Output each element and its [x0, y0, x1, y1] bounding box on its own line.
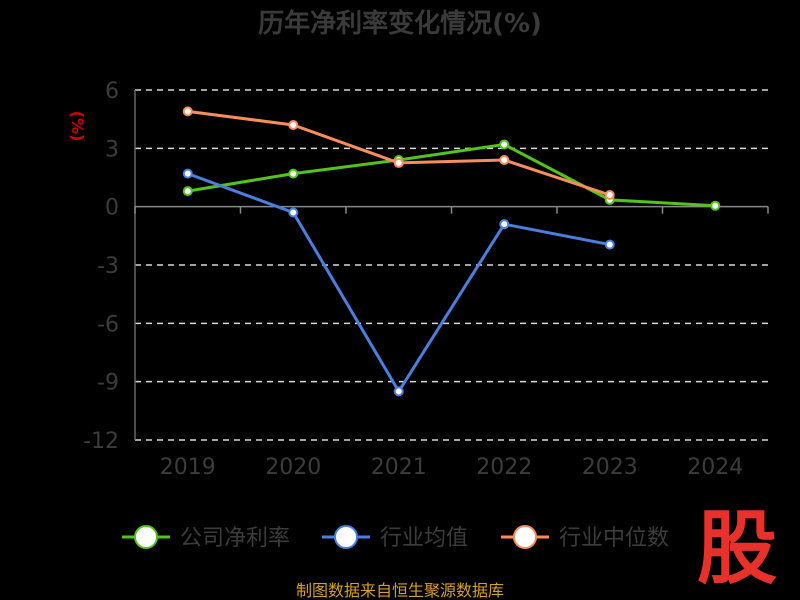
- data-point[interactable]: [288, 120, 299, 130]
- logo: 股: [697, 502, 777, 595]
- data-point[interactable]: [182, 168, 193, 179]
- x-tick-label: 2021: [371, 455, 427, 480]
- data-point[interactable]: [182, 186, 193, 197]
- grid-lines: [135, 89, 768, 441]
- data-point[interactable]: [499, 155, 510, 165]
- y-tick-label: -3: [97, 254, 119, 279]
- data-point[interactable]: [604, 239, 615, 250]
- logo-glyph: 股: [697, 502, 777, 595]
- data-point[interactable]: [182, 106, 193, 117]
- data-point[interactable]: [710, 200, 721, 211]
- y-axis-label: (%): [68, 111, 87, 142]
- chart-title: 历年净利率变化情况(%): [258, 8, 542, 39]
- y-tick-labels: 6 3 0 -3 -6 -9 -12: [83, 79, 119, 454]
- x-tick-label: 2022: [476, 455, 532, 480]
- series-line: [187, 142, 716, 208]
- x-tick-labels: 2019 2020 2021 2022 2023 2024: [160, 455, 744, 480]
- x-tick-label: 2019: [160, 455, 216, 480]
- series-line: [187, 109, 611, 197]
- y-tick-label: 6: [105, 79, 119, 104]
- y-tick-label: -9: [97, 371, 119, 396]
- data-point[interactable]: [393, 157, 404, 168]
- series-1: [182, 168, 615, 397]
- legend-item-2[interactable]: 行业中位数: [501, 525, 669, 551]
- axes: [134, 90, 769, 440]
- legend-label: 行业中位数: [559, 526, 669, 551]
- series-0: [182, 139, 721, 211]
- source-note: 制图数据来自恒生聚源数据库: [296, 581, 504, 600]
- y-tick-label: 3: [105, 137, 119, 162]
- legend-marker: [334, 525, 358, 549]
- y-tick-label: 0: [105, 196, 119, 221]
- data-point[interactable]: [499, 139, 510, 150]
- legend-item-0[interactable]: 公司净利率: [122, 525, 290, 551]
- data-point[interactable]: [288, 168, 299, 179]
- legend[interactable]: 公司净利率 行业均值 行业中位数: [122, 525, 669, 551]
- legend-marker: [513, 525, 537, 549]
- data-point[interactable]: [288, 207, 299, 218]
- legend-label: 行业均值: [380, 526, 468, 551]
- x-tick-label: 2023: [582, 455, 638, 480]
- y-tick-label: -12: [83, 429, 119, 454]
- x-tick-label: 2024: [687, 455, 743, 480]
- series-2: [182, 106, 615, 200]
- y-tick-label: -6: [97, 312, 119, 337]
- legend-marker: [134, 525, 158, 549]
- legend-label: 公司净利率: [180, 526, 290, 551]
- data-point[interactable]: [393, 386, 404, 397]
- data-point[interactable]: [604, 190, 615, 200]
- series-group: [182, 106, 721, 397]
- legend-item-1[interactable]: 行业均值: [322, 525, 468, 551]
- x-tick-label: 2020: [265, 455, 321, 480]
- data-point[interactable]: [499, 219, 510, 230]
